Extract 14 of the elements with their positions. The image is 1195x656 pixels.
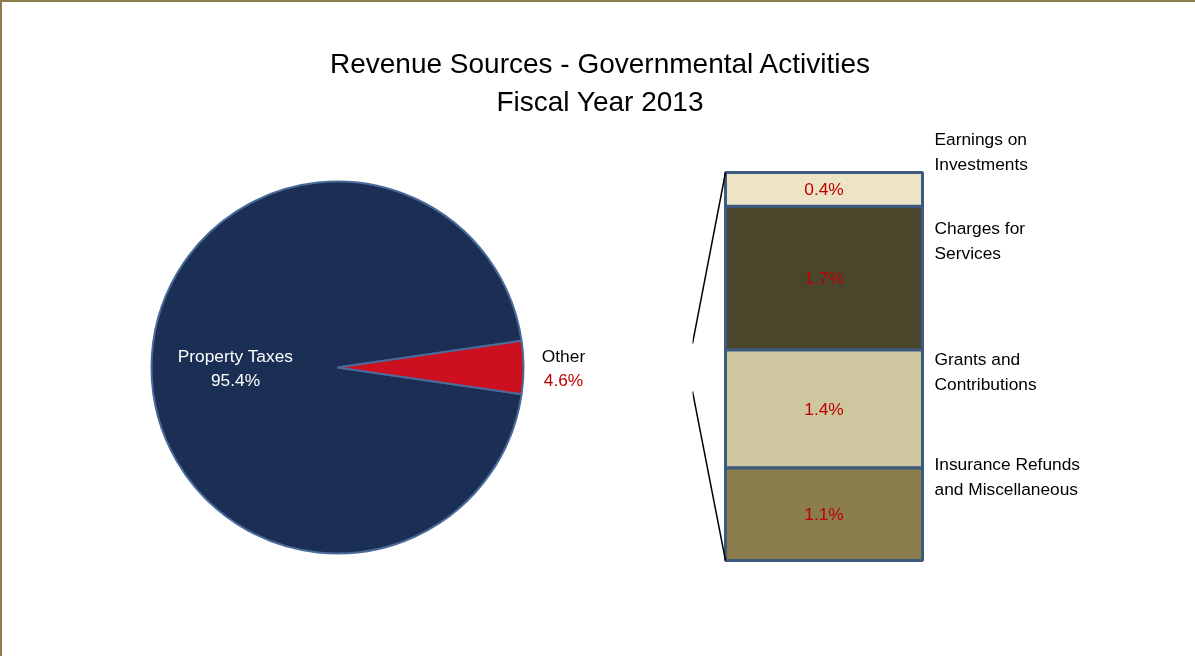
chart-title: Revenue Sources - Governmental Activities (329, 48, 871, 79)
series-label: Earnings on Investments (934, 129, 1029, 175)
data-label: 1.1% (804, 504, 844, 525)
series-label: Insurance Refunds and Miscellaneous (934, 454, 1081, 500)
series-label: Grants and Contributions (934, 348, 1037, 394)
chart-subtitle: Fiscal Year 2013 (496, 86, 704, 117)
data-label: 1.4% (804, 398, 844, 419)
series-label: Charges for Services (934, 217, 1026, 263)
slice-label: Other (541, 345, 586, 366)
slice-label: Property Taxes (177, 345, 294, 366)
data-label: 0.4% (804, 179, 844, 200)
data-label: 4.6% (543, 369, 584, 390)
data-label: 1.7% (804, 267, 844, 288)
data-label: 95.4% (210, 369, 261, 390)
